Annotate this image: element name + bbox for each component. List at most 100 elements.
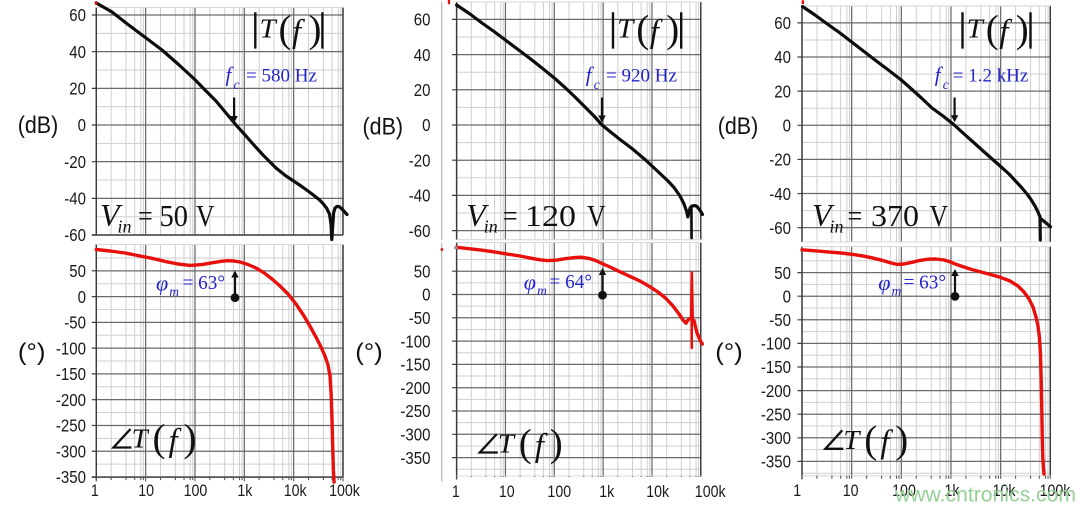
svg-text:20: 20 bbox=[774, 81, 791, 101]
svg-text:(: ( bbox=[279, 8, 292, 51]
svg-text:f: f bbox=[586, 63, 595, 87]
svg-text:-20: -20 bbox=[409, 150, 431, 170]
svg-text:-100: -100 bbox=[400, 331, 430, 351]
svg-text:10: 10 bbox=[138, 482, 154, 500]
svg-text:V: V bbox=[930, 199, 949, 233]
svg-text:60: 60 bbox=[69, 5, 86, 25]
svg-text:= 63°: = 63° bbox=[183, 272, 226, 294]
svg-text:): ) bbox=[666, 8, 679, 51]
svg-text:60: 60 bbox=[414, 10, 431, 30]
svg-text:f: f bbox=[226, 63, 235, 87]
svg-text:= 920 Hz: = 920 Hz bbox=[606, 66, 677, 87]
svg-text:= 1.2 kHz: = 1.2 kHz bbox=[953, 66, 1029, 87]
svg-text:-100: -100 bbox=[761, 334, 791, 354]
svg-text:1: 1 bbox=[91, 482, 99, 500]
svg-text:(dB): (dB) bbox=[363, 114, 404, 141]
svg-text:in: in bbox=[830, 217, 844, 237]
svg-text:φ: φ bbox=[524, 270, 536, 295]
svg-text:-150: -150 bbox=[56, 364, 86, 384]
svg-text:V: V bbox=[100, 197, 123, 233]
svg-text:-300: -300 bbox=[400, 425, 430, 445]
svg-text:-20: -20 bbox=[64, 152, 86, 172]
svg-text:-60: -60 bbox=[64, 225, 86, 245]
svg-text:=: = bbox=[503, 199, 518, 233]
svg-text:): ) bbox=[895, 419, 908, 462]
svg-text:-200: -200 bbox=[761, 381, 791, 401]
svg-text:100: 100 bbox=[547, 483, 571, 501]
svg-text:T: T bbox=[260, 14, 278, 44]
svg-text:-250: -250 bbox=[761, 404, 791, 424]
svg-text:0: 0 bbox=[783, 286, 792, 306]
svg-text:(: ( bbox=[153, 417, 166, 460]
svg-text:T: T bbox=[498, 429, 516, 459]
svg-text:100k: 100k bbox=[1040, 482, 1071, 500]
svg-text:(°): (°) bbox=[18, 339, 46, 366]
svg-text:V: V bbox=[812, 197, 835, 233]
svg-text:0: 0 bbox=[78, 115, 87, 135]
svg-text:-40: -40 bbox=[409, 186, 431, 206]
svg-text:(: ( bbox=[636, 8, 649, 51]
svg-text:(dB): (dB) bbox=[18, 112, 59, 139]
svg-text:= 580 Hz: = 580 Hz bbox=[246, 66, 317, 87]
svg-text:10k: 10k bbox=[284, 482, 308, 500]
svg-text:-250: -250 bbox=[56, 416, 86, 436]
svg-text:100k: 100k bbox=[329, 482, 360, 500]
svg-text:V: V bbox=[587, 199, 606, 233]
svg-text:60: 60 bbox=[774, 13, 791, 33]
svg-text:(dB): (dB) bbox=[718, 113, 759, 140]
svg-text:40: 40 bbox=[69, 42, 86, 62]
svg-text:0: 0 bbox=[783, 115, 792, 135]
svg-text:50: 50 bbox=[414, 261, 431, 281]
svg-text:0: 0 bbox=[78, 287, 87, 307]
svg-text:m: m bbox=[169, 284, 179, 299]
svg-text:-60: -60 bbox=[409, 221, 431, 241]
svg-text:-200: -200 bbox=[56, 390, 86, 410]
svg-text:c: c bbox=[234, 77, 240, 92]
svg-text:0: 0 bbox=[422, 285, 431, 305]
svg-text:370: 370 bbox=[871, 199, 919, 233]
svg-text:1k: 1k bbox=[944, 482, 960, 500]
svg-text:-100: -100 bbox=[56, 338, 86, 358]
svg-text:www.cntronics.com: www.cntronics.com bbox=[894, 484, 1076, 507]
svg-text:100: 100 bbox=[184, 482, 208, 500]
svg-text:1: 1 bbox=[793, 482, 801, 500]
svg-text:=: = bbox=[138, 199, 153, 233]
svg-text:c: c bbox=[943, 77, 949, 92]
svg-text:): ) bbox=[309, 8, 322, 51]
svg-text:100: 100 bbox=[892, 482, 916, 500]
svg-text:): ) bbox=[1016, 8, 1029, 51]
svg-text:V: V bbox=[466, 197, 489, 233]
svg-text:-40: -40 bbox=[769, 184, 791, 204]
svg-text:10: 10 bbox=[499, 483, 515, 501]
svg-text:): ) bbox=[550, 422, 563, 465]
svg-text:= 64°: = 64° bbox=[550, 271, 593, 293]
svg-text:(°): (°) bbox=[355, 339, 383, 366]
svg-text:-50: -50 bbox=[64, 313, 86, 333]
svg-text:1k: 1k bbox=[237, 482, 253, 500]
svg-text:50: 50 bbox=[69, 261, 86, 281]
svg-text:c: c bbox=[594, 77, 600, 92]
svg-text:-50: -50 bbox=[409, 308, 431, 328]
svg-text:10k: 10k bbox=[993, 482, 1017, 500]
svg-text:T: T bbox=[617, 14, 635, 44]
svg-text:50: 50 bbox=[160, 199, 189, 233]
svg-text:10k: 10k bbox=[646, 483, 670, 501]
svg-text:-150: -150 bbox=[761, 357, 791, 377]
svg-text:-300: -300 bbox=[761, 428, 791, 448]
svg-text:1k: 1k bbox=[599, 483, 615, 501]
svg-text:100k: 100k bbox=[695, 483, 726, 501]
svg-text:40: 40 bbox=[414, 45, 431, 65]
svg-text:f: f bbox=[935, 63, 944, 87]
svg-text:-150: -150 bbox=[400, 355, 430, 375]
svg-text:-350: -350 bbox=[400, 448, 430, 468]
svg-text:φ: φ bbox=[156, 271, 168, 296]
svg-text:in: in bbox=[118, 217, 132, 237]
svg-text:(: ( bbox=[986, 8, 999, 51]
svg-text:=: = bbox=[848, 199, 863, 233]
svg-text:-350: -350 bbox=[761, 452, 791, 472]
svg-text:120: 120 bbox=[525, 199, 576, 233]
svg-text:(: ( bbox=[864, 419, 877, 462]
svg-text:T: T bbox=[132, 424, 150, 454]
svg-text:0: 0 bbox=[422, 115, 431, 135]
svg-text:-50: -50 bbox=[769, 310, 791, 330]
